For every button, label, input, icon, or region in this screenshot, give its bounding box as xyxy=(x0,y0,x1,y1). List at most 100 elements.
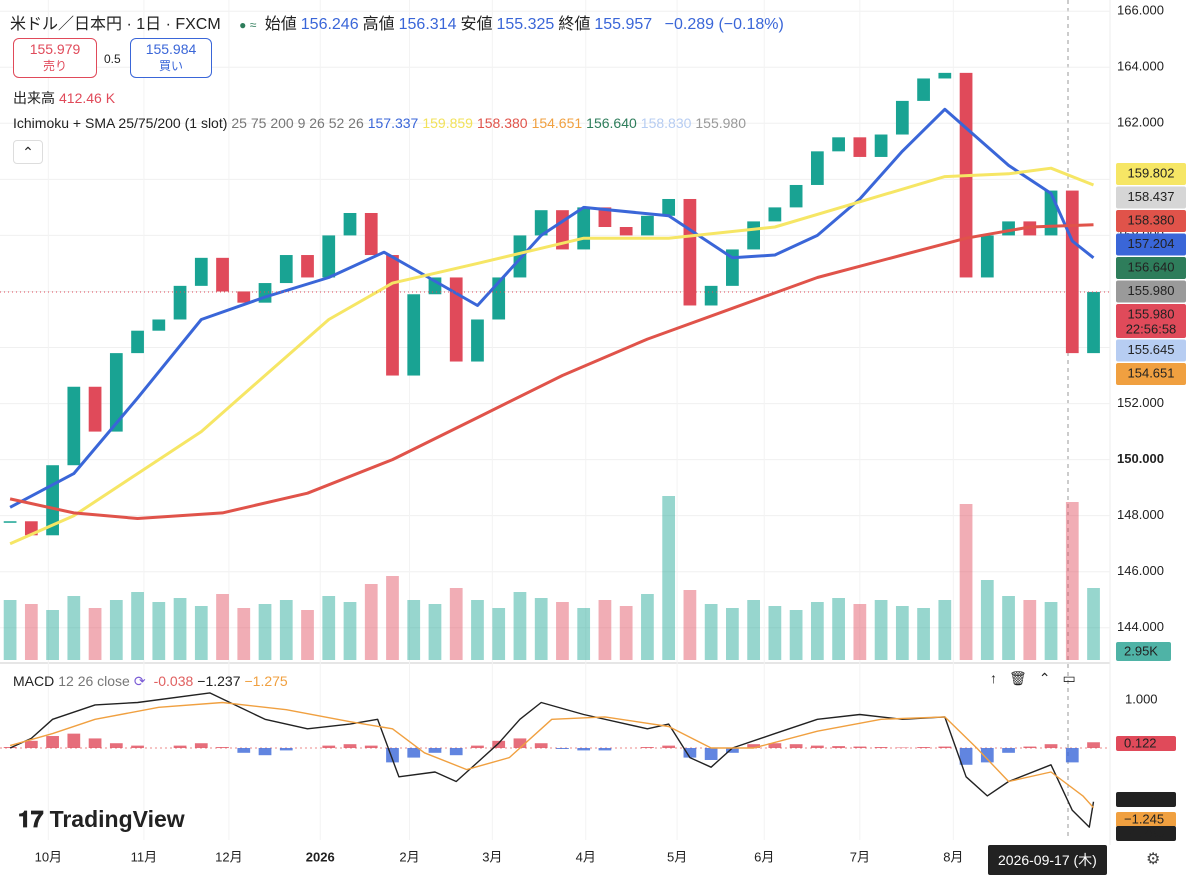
macd-badge-label: −1.245 xyxy=(1124,811,1164,826)
macd-value: −1.275 xyxy=(244,673,288,689)
volume-bar xyxy=(194,606,208,660)
volume-bar xyxy=(959,504,973,660)
ohlc-value: 156.314 xyxy=(398,16,457,33)
macd-hist xyxy=(789,744,803,749)
macd-label: MACD xyxy=(13,673,55,689)
indicator-value: 155.980 xyxy=(695,115,746,131)
macd-hist xyxy=(556,748,569,749)
macd-hist xyxy=(109,743,123,749)
x-tick-label: 10月 xyxy=(35,849,62,864)
logo-text: TradingView xyxy=(49,806,185,832)
volume-bar xyxy=(577,608,591,660)
price-badge-sub: 22:56:58 xyxy=(1126,321,1177,336)
indicator-value: 157.337 xyxy=(367,115,419,131)
candle-body xyxy=(407,294,421,376)
candle-body xyxy=(364,212,378,256)
volume-bar xyxy=(874,600,888,660)
ohlc-label: 終値 xyxy=(558,16,591,33)
buy-button[interactable]: 155.984 買い xyxy=(130,38,212,78)
volume-bar xyxy=(279,600,293,660)
indicator-value: 154.651 xyxy=(531,115,583,131)
macd-hist xyxy=(810,745,824,749)
volume-bar xyxy=(67,596,81,660)
volume-label: 出来高 xyxy=(13,90,55,106)
price-badge xyxy=(1116,233,1186,256)
macd-hist xyxy=(980,748,994,763)
volume-bar xyxy=(301,610,314,660)
volume-bar xyxy=(938,600,952,660)
indicator-params: 25 75 200 9 26 52 26 xyxy=(231,115,364,131)
sell-price: 155.979 xyxy=(29,41,81,57)
candle-body xyxy=(768,207,782,222)
macd-hist xyxy=(577,748,591,751)
macd-hist xyxy=(534,743,548,749)
pane-tools[interactable]: ↑🗑⌃▭ xyxy=(990,670,1088,686)
macd-legend: MACD 12 26 close ⟳ -0.038 −1.237 −1.275 xyxy=(13,673,292,690)
price-badge-label: 157.204 xyxy=(1128,236,1175,251)
cursor-date: 2026-09-17 (木) xyxy=(988,845,1107,875)
volume-bar xyxy=(24,604,38,660)
change: −0.289 (−0.18%) xyxy=(664,16,784,33)
volume-bar xyxy=(173,598,187,660)
macd-hist xyxy=(513,738,527,749)
x-tick-label: 7月 xyxy=(850,849,870,864)
macd-badge xyxy=(1116,826,1176,841)
macd-hist xyxy=(938,746,952,749)
candle-body xyxy=(980,235,994,278)
macd-hist xyxy=(407,748,421,758)
macd-hist xyxy=(598,748,612,751)
volume-badge-label: 2.95K xyxy=(1124,643,1158,658)
y-tick-label: 148.000 xyxy=(1117,507,1164,522)
candle-body xyxy=(704,285,718,306)
settings-icon[interactable]: ⚙ xyxy=(1146,851,1161,868)
indicator-value: 159.859 xyxy=(422,115,473,131)
volume-bar xyxy=(258,604,272,660)
candle-body xyxy=(88,386,102,432)
candle-body xyxy=(577,207,591,250)
volume-bar xyxy=(386,576,399,660)
price-badge-label: 159.802 xyxy=(1128,165,1175,180)
sell-button[interactable]: 155.979 売り xyxy=(13,38,97,78)
price-badge-label: 155.980 xyxy=(1128,306,1175,321)
symbol: 米ドル／日本円 · 1日 · FXCM xyxy=(10,16,221,33)
candle-body xyxy=(895,100,909,135)
macd-hist xyxy=(832,746,845,749)
volume-bar xyxy=(534,598,548,660)
macd-hist xyxy=(46,736,59,749)
ohlc: 始値 156.246 高値 156.314 安値 155.325 終値 155.957 xyxy=(265,16,656,33)
macd-hist xyxy=(428,748,442,753)
volume-bar xyxy=(428,604,442,660)
volume-bar xyxy=(131,592,144,660)
indicator-value: 158.830 xyxy=(640,115,692,131)
candle-body xyxy=(67,386,81,466)
macd-hist xyxy=(726,748,739,753)
macd-hist xyxy=(1023,746,1037,749)
candle-body xyxy=(131,330,144,354)
macd-hist xyxy=(88,738,102,749)
candle-body xyxy=(683,198,697,306)
volume-bar xyxy=(343,602,357,660)
candle-body xyxy=(1044,190,1058,236)
macd-hist xyxy=(1087,742,1100,749)
volume-bar xyxy=(853,604,867,660)
macd-hist xyxy=(959,748,973,765)
y-tick-label: 146.000 xyxy=(1117,563,1164,578)
volume-bar xyxy=(46,610,59,660)
candle-body xyxy=(322,235,336,278)
candle-body xyxy=(853,137,867,157)
macd-badge xyxy=(1116,736,1176,751)
volume-bar xyxy=(895,606,909,660)
price-badge xyxy=(1116,304,1186,338)
sma-line xyxy=(9,166,1095,546)
candle-body xyxy=(1087,292,1100,354)
price-badge-label: 158.380 xyxy=(1128,212,1175,227)
macd-badge xyxy=(1116,812,1176,827)
candle-body xyxy=(237,291,251,303)
price-badge xyxy=(1116,363,1186,385)
price-badge xyxy=(1116,339,1186,362)
collapse-button[interactable]: ⌃ xyxy=(13,140,43,164)
volume-bar xyxy=(980,580,994,660)
candle-body xyxy=(216,257,229,292)
macd-hist xyxy=(24,740,38,749)
